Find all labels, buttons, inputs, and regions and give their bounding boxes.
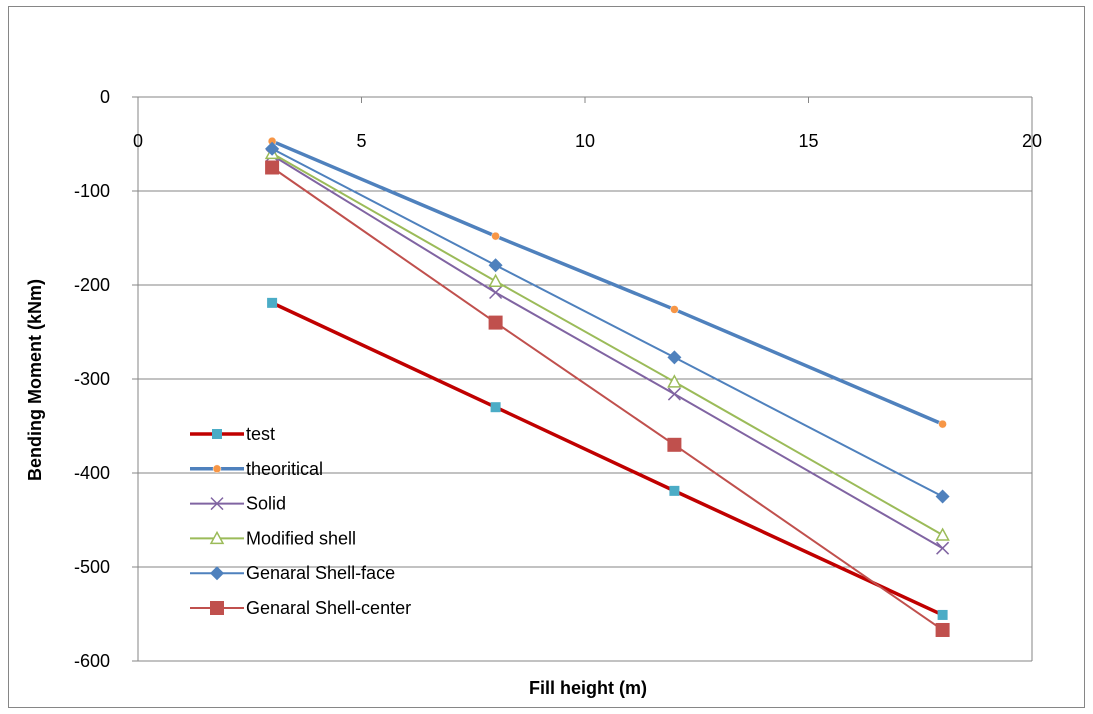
gridlines (138, 190, 1032, 662)
y-tick-label: -500 (74, 557, 110, 577)
series-line-test (271, 301, 944, 617)
legend-swatch-marker-stroke (210, 497, 224, 511)
legend-label: test (246, 424, 275, 444)
data-point-genaral-shell-face (265, 141, 280, 156)
legend-swatch-marker (209, 530, 225, 545)
y-tick-label: -400 (74, 463, 110, 483)
legend: test theoritical Solid Modified shell Genara… (190, 424, 411, 618)
legend-label: Genaral Shell-center (246, 598, 411, 618)
series-test (267, 297, 948, 620)
data-point-genaral-shell-center (265, 160, 280, 175)
series-modified-shell (264, 145, 950, 541)
x-tick-label: 10 (575, 131, 595, 151)
y-tick-label: -300 (74, 369, 110, 389)
x-tick-label: 15 (798, 131, 818, 151)
data-point-modified-shell (935, 527, 950, 541)
legend-label: Modified shell (246, 528, 356, 548)
data-point-solid (667, 387, 681, 401)
series-line-solid (271, 154, 944, 550)
series-line-theoritical (271, 139, 944, 426)
series-line-genaral-shell-center (271, 166, 944, 631)
y-tick-label: 0 (100, 87, 110, 107)
legend-swatch-marker (210, 566, 224, 581)
legend-swatch-marker (210, 497, 224, 511)
data-point-modified-shell (667, 374, 682, 388)
legend-swatch-marker (212, 464, 222, 474)
y-tick-label: -200 (74, 275, 110, 295)
series-line-genaral-shell-face (271, 147, 944, 498)
series-line-modified-shell (271, 152, 944, 536)
y-tick-label: -100 (74, 181, 110, 201)
legend-entry-test: test (190, 424, 275, 444)
series-genaral-shell-face (265, 141, 950, 504)
data-point-theoritical (938, 419, 947, 429)
data-point-theoritical (670, 305, 679, 314)
legend-label: Genaral Shell-face (246, 563, 395, 583)
axes: 0 -100 -200 -300 -400 -500 -600 0 5 10 15 20 (74, 87, 1042, 671)
data-point-genaral-shell-face (667, 350, 682, 365)
series-genaral-shell-center (265, 160, 950, 637)
legend-entry-genaral-shell-center: Genaral Shell-center (190, 598, 411, 618)
legend-entry-theoritical: theoritical (190, 459, 323, 479)
legend-label: Solid (246, 494, 286, 514)
y-tick-label: -600 (74, 651, 110, 671)
legend-label: theoritical (246, 459, 323, 479)
data-point-genaral-shell-center (488, 315, 503, 330)
data-point-solid (936, 541, 950, 555)
data-point-test (669, 485, 680, 496)
y-axis-title: Bending Moment (kNm) (25, 279, 45, 481)
x-tick-label: 0 (133, 131, 143, 151)
series (264, 136, 950, 637)
data-point-solid-stroke (667, 387, 681, 401)
data-point-test (267, 297, 278, 308)
series-theoritical (267, 136, 947, 429)
data-point-genaral-shell-face (488, 258, 503, 273)
legend-swatch-marker (210, 601, 224, 615)
data-point-modified-shell (488, 273, 503, 287)
series-solid (265, 148, 950, 555)
x-tick-label: 5 (356, 131, 366, 151)
data-point-solid-stroke (489, 285, 503, 300)
legend-swatch-marker (212, 429, 222, 439)
data-point-test (490, 402, 501, 413)
data-point-theoritical (491, 231, 500, 241)
data-point-solid-stroke (936, 541, 950, 555)
data-point-test (937, 609, 948, 620)
legend-entry-genaral-shell-face: Genaral Shell-face (190, 563, 395, 583)
x-tick-label: 20 (1022, 131, 1042, 151)
x-axis-title: Fill height (m) (529, 678, 647, 698)
data-point-genaral-shell-face (935, 489, 950, 504)
data-point-solid (489, 285, 503, 300)
data-point-genaral-shell-center (667, 437, 682, 452)
legend-entry-solid: Solid (190, 494, 286, 514)
data-point-genaral-shell-center (935, 622, 950, 637)
legend-entry-modified-shell: Modified shell (190, 528, 356, 548)
